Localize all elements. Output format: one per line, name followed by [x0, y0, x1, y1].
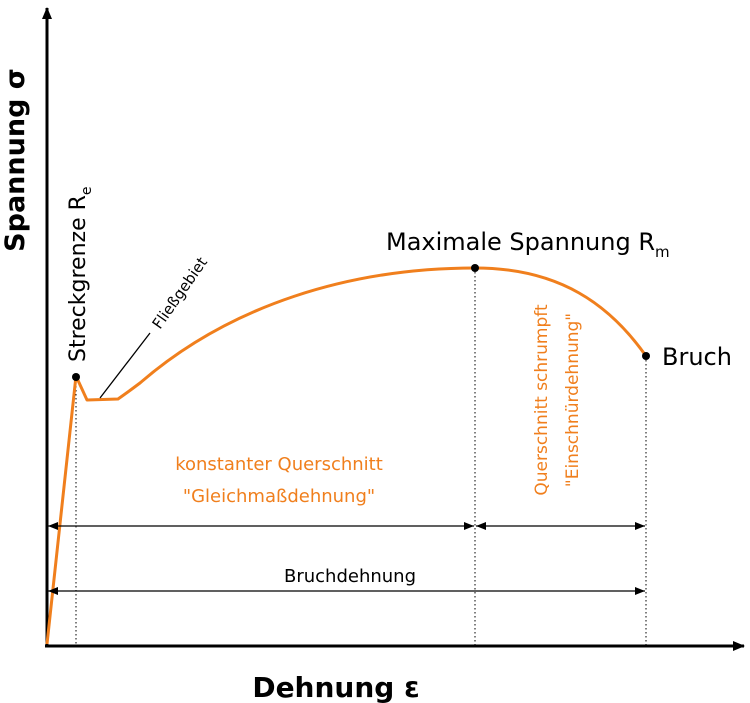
uniform-elongation-label-line1: konstanter Querschnitt	[175, 454, 383, 475]
necking-label-line2: "Einschnürdehnung"	[563, 313, 583, 487]
max-stress-marker	[471, 264, 479, 272]
elongation-at-break-label: Bruchdehnung	[284, 566, 416, 587]
x-axis-label: Dehnung ε	[252, 671, 419, 703]
necking-label-line1: Querschnitt schrumpft	[532, 304, 552, 496]
yield-point-subscript: e	[79, 186, 95, 195]
stress-strain-curve	[45, 266, 648, 645]
flow-region-label: Fließgebiet	[149, 254, 212, 333]
max-stress-label: Maximale Spannung Rm	[386, 228, 670, 261]
yield-point-label: Streckgrenze Re	[66, 186, 95, 362]
uniform-elongation-label-line2: "Gleichmaßdehnung"	[183, 486, 375, 507]
yield-point-text: Streckgrenze R	[66, 195, 91, 362]
max-stress-text: Maximale Spannung R	[386, 228, 655, 256]
max-stress-subscript: m	[655, 243, 670, 261]
fracture-marker	[642, 352, 650, 360]
flow-region-leader	[99, 332, 151, 399]
y-axis-label: Spannung σ	[0, 68, 31, 252]
yield-point-marker	[72, 373, 80, 381]
fracture-label: Bruch	[662, 343, 732, 371]
